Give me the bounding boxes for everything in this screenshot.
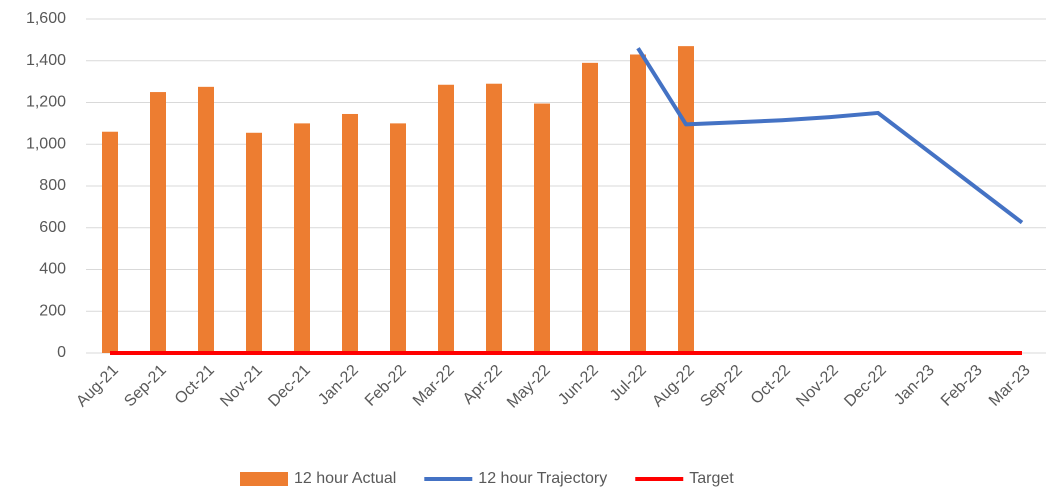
y-tick-label: 1,600 <box>26 10 66 27</box>
bar <box>342 113 358 353</box>
bar <box>438 84 454 353</box>
x-tick-label: Oct-22 <box>748 362 794 408</box>
bar <box>294 123 310 353</box>
x-tick-label: Aug-22 <box>649 362 698 411</box>
x-tick-label: Jul-22 <box>607 362 650 405</box>
bar <box>678 46 694 353</box>
bar <box>102 131 118 353</box>
legend-swatch <box>240 472 288 486</box>
x-tick-label: Mar-22 <box>410 362 458 410</box>
bar <box>150 92 166 353</box>
x-tick-label: Aug-21 <box>73 362 122 411</box>
x-tick-label: Jan-23 <box>891 362 938 409</box>
y-tick-label: 200 <box>39 302 66 319</box>
x-tick-label: Oct-21 <box>172 362 218 408</box>
y-tick-label: 1,400 <box>26 52 66 69</box>
y-tick-label: 800 <box>39 177 66 194</box>
y-tick-label: 1,000 <box>26 135 66 152</box>
x-tick-label: Jan-22 <box>315 362 362 409</box>
x-tick-label: Jun-22 <box>555 362 602 409</box>
bar <box>534 103 550 353</box>
y-tick-label: 1,200 <box>26 94 66 111</box>
bar <box>198 86 214 353</box>
legend-label: 12 hour Actual <box>294 470 396 487</box>
bar <box>630 54 646 354</box>
line-series <box>636 47 1024 225</box>
y-tick-label: 0 <box>57 344 66 361</box>
x-tick-label: Apr-22 <box>460 362 506 408</box>
bar <box>582 62 598 354</box>
x-tick-label: Sep-22 <box>697 362 746 411</box>
x-tick-label: May-22 <box>504 362 554 412</box>
x-tick-label: Mar-23 <box>986 362 1034 410</box>
y-tick-label: 600 <box>39 219 66 236</box>
y-tick-label: 400 <box>39 261 66 278</box>
bar <box>390 123 406 353</box>
x-tick-label: Nov-21 <box>217 362 266 411</box>
legend-label: 12 hour Trajectory <box>478 470 607 487</box>
x-tick-label: Nov-22 <box>793 362 842 411</box>
bar <box>246 132 262 353</box>
x-tick-label: Feb-22 <box>362 362 410 410</box>
x-tick-label: Feb-23 <box>938 362 986 410</box>
x-tick-label: Sep-21 <box>121 362 170 411</box>
x-tick-label: Dec-22 <box>841 362 890 411</box>
x-tick-label: Dec-21 <box>265 362 314 411</box>
bar <box>486 83 502 354</box>
legend-label: Target <box>689 470 734 487</box>
